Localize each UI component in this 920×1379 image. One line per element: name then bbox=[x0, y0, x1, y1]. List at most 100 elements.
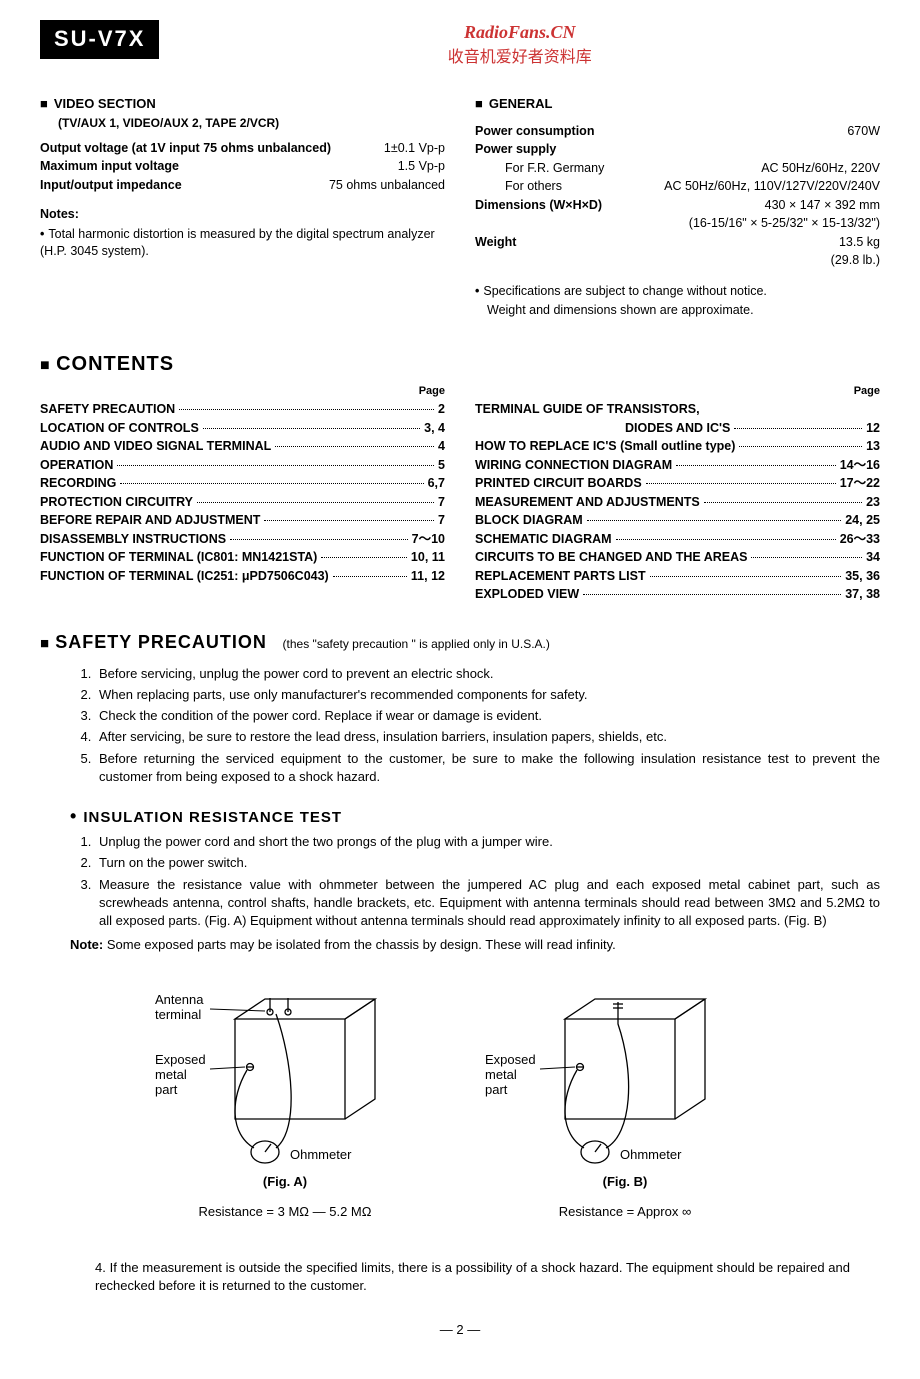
toc-label: SCHEMATIC DIAGRAM bbox=[475, 531, 612, 549]
spec-value: 13.5 kg bbox=[839, 234, 880, 252]
toc-label: TERMINAL GUIDE OF TRANSISTORS, bbox=[475, 401, 700, 419]
toc-page: 7～10 bbox=[412, 531, 445, 549]
general-section: GENERAL Power consumption670WPower suppl… bbox=[475, 95, 880, 320]
safety-item: Before servicing, unplug the power cord … bbox=[95, 665, 880, 683]
spec-value: 75 ohms unbalanced bbox=[329, 177, 445, 195]
toc-dots bbox=[333, 576, 407, 577]
toc-row: EXPLODED VIEW37, 38 bbox=[475, 586, 880, 604]
toc-dots bbox=[676, 465, 835, 466]
insulation-list: Unplug the power cord and short the two … bbox=[95, 833, 880, 930]
toc-left-column: Page SAFETY PRECAUTION2LOCATION OF CONTR… bbox=[40, 384, 445, 605]
spec-label: Output voltage (at 1V input 75 ohms unba… bbox=[40, 140, 331, 158]
spec-label: Maximum input voltage bbox=[40, 158, 179, 176]
toc-dots bbox=[264, 520, 434, 521]
disclaimer-1: Specifications are subject to change wit… bbox=[475, 283, 880, 301]
toc-page: 23 bbox=[866, 494, 880, 512]
toc-label: AUDIO AND VIDEO SIGNAL TERMINAL bbox=[40, 438, 271, 456]
svg-text:Exposed: Exposed bbox=[485, 1052, 536, 1067]
toc-page: 11, 12 bbox=[411, 568, 445, 586]
resistance-a: Resistance = 3 MΩ — 5.2 MΩ bbox=[199, 1204, 372, 1219]
video-section: VIDEO SECTION (TV/AUX 1, VIDEO/AUX 2, TA… bbox=[40, 95, 445, 320]
toc-page: 2 bbox=[438, 401, 445, 419]
toc-dots bbox=[646, 483, 836, 484]
safety-note: (thes "safety precaution " is applied on… bbox=[283, 637, 550, 651]
toc-row: HOW TO REPLACE IC'S (Small outline type)… bbox=[475, 438, 880, 456]
toc-dots bbox=[230, 539, 408, 540]
spec-row: Weight 13.5 kg bbox=[475, 234, 880, 252]
safety-list: Before servicing, unplug the power cord … bbox=[95, 665, 880, 786]
toc-label: EXPLODED VIEW bbox=[475, 586, 579, 604]
safety-item: After servicing, be sure to restore the … bbox=[95, 728, 880, 746]
video-section-title: VIDEO SECTION bbox=[40, 95, 445, 113]
toc-row: LOCATION OF CONTROLS3, 4 bbox=[40, 420, 445, 438]
toc-row: WIRING CONNECTION DIAGRAM14～16 bbox=[475, 457, 880, 475]
notes-text: Total harmonic distortion is measured by… bbox=[40, 226, 445, 261]
toc-row: BEFORE REPAIR AND ADJUSTMENT 7 bbox=[40, 512, 445, 530]
svg-text:part: part bbox=[485, 1082, 508, 1097]
spec-row: Power supply bbox=[475, 141, 880, 159]
toc-row: FUNCTION OF TERMINAL (IC251: μPD7506C043… bbox=[40, 568, 445, 586]
spec-row: For othersAC 50Hz/60Hz, 110V/127V/220V/2… bbox=[475, 178, 880, 196]
spec-label: For others bbox=[505, 178, 562, 196]
toc-row: PROTECTION CIRCUITRY7 bbox=[40, 494, 445, 512]
toc-row: DIODES AND IC'S12 bbox=[475, 420, 880, 438]
page-number: — 2 — bbox=[40, 1321, 880, 1339]
spec-value: (16-15/16" × 5-25/32" × 15-13/32") bbox=[689, 215, 880, 233]
spec-row: For F.R. GermanyAC 50Hz/60Hz, 220V bbox=[475, 160, 880, 178]
toc-dots bbox=[203, 428, 420, 429]
spec-label: Power consumption bbox=[475, 123, 594, 141]
toc-row: AUDIO AND VIDEO SIGNAL TERMINAL 4 bbox=[40, 438, 445, 456]
toc-page: 34 bbox=[866, 549, 880, 567]
page-label: Page bbox=[475, 384, 880, 399]
toc-label: LOCATION OF CONTROLS bbox=[40, 420, 199, 438]
toc-dots bbox=[650, 576, 842, 577]
spec-value: (29.8 lb.) bbox=[831, 252, 880, 270]
toc-page: 6,7 bbox=[428, 475, 445, 493]
toc-row: DISASSEMBLY INSTRUCTIONS 7～10 bbox=[40, 531, 445, 549]
spec-row: Power consumption670W bbox=[475, 123, 880, 141]
spec-label: Dimensions (W×H×D) bbox=[475, 197, 602, 215]
toc-label: REPLACEMENT PARTS LIST bbox=[475, 568, 646, 586]
safety-header: SAFETY PRECAUTION bbox=[40, 630, 267, 655]
toc-page: 26～33 bbox=[840, 531, 880, 549]
toc-row: MEASUREMENT AND ADJUSTMENTS23 bbox=[475, 494, 880, 512]
insulation-item: Measure the resistance value with ohmmet… bbox=[95, 876, 880, 931]
ohmmeter-label-a: Ohmmeter bbox=[290, 1147, 352, 1162]
toc-dots bbox=[197, 502, 434, 503]
toc-row: OPERATION5 bbox=[40, 457, 445, 475]
svg-text:metal: metal bbox=[155, 1067, 187, 1082]
fig-a-label: (Fig. A) bbox=[263, 1174, 307, 1189]
toc-label: FUNCTION OF TERMINAL (IC251: μPD7506C043… bbox=[40, 568, 329, 586]
toc-row: CIRCUITS TO BE CHANGED AND THE AREAS34 bbox=[475, 549, 880, 567]
toc-label: HOW TO REPLACE IC'S (Small outline type) bbox=[475, 438, 735, 456]
spec-label: Power supply bbox=[475, 141, 556, 159]
toc-dots bbox=[734, 428, 862, 429]
site-watermark: RadioFans.CN 收音机爱好者资料库 bbox=[159, 20, 880, 70]
toc-dots bbox=[275, 446, 434, 447]
toc-label: RECORDING bbox=[40, 475, 116, 493]
toc-right-column: Page TERMINAL GUIDE OF TRANSISTORS,DIODE… bbox=[475, 384, 880, 605]
svg-text:terminal: terminal bbox=[155, 1007, 201, 1022]
toc-page: 7 bbox=[438, 512, 445, 530]
toc-page: 12 bbox=[866, 420, 880, 438]
exposed-label: Exposed bbox=[155, 1052, 206, 1067]
toc-label: PROTECTION CIRCUITRY bbox=[40, 494, 193, 512]
resistance-b: Resistance = Approx ∞ bbox=[559, 1204, 691, 1219]
toc-dots bbox=[117, 465, 434, 466]
note-label: Note: bbox=[70, 937, 103, 952]
watermark-chinese: 收音机爱好者资料库 bbox=[159, 47, 880, 69]
spec-label: Weight bbox=[475, 234, 516, 252]
model-badge: SU-V7X bbox=[40, 20, 159, 59]
toc-page: 13 bbox=[866, 438, 880, 456]
toc-label: DISASSEMBLY INSTRUCTIONS bbox=[40, 531, 226, 549]
insulation-item: Turn on the power switch. bbox=[95, 854, 880, 872]
toc-page: 14～16 bbox=[840, 457, 880, 475]
spec-value: 430 × 147 × 392 mm bbox=[765, 197, 880, 215]
toc-page: 24, 25 bbox=[845, 512, 880, 530]
toc-label: BEFORE REPAIR AND ADJUSTMENT bbox=[40, 512, 260, 530]
note-text: Some exposed parts may be isolated from … bbox=[107, 937, 616, 952]
toc-row: REPLACEMENT PARTS LIST35, 36 bbox=[475, 568, 880, 586]
toc-dots bbox=[583, 594, 841, 595]
contents-header: CONTENTS bbox=[40, 350, 880, 378]
toc-page: 4 bbox=[438, 438, 445, 456]
